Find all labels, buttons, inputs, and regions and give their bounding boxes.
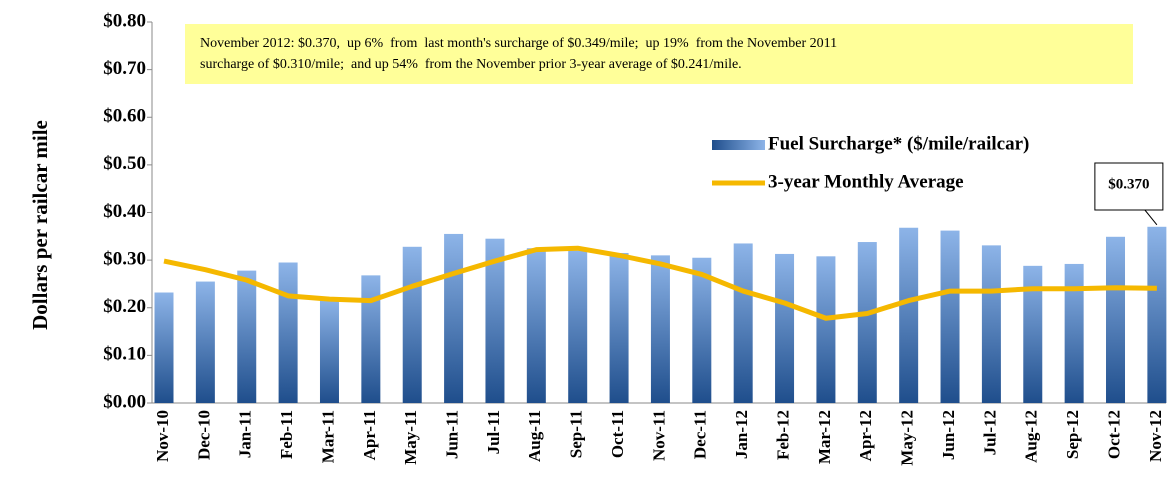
x-tick-label: Jul-12 bbox=[980, 410, 999, 455]
y-tick-label: $0.50 bbox=[103, 153, 146, 174]
callout-box bbox=[1094, 162, 1164, 211]
data-label: $0.370 bbox=[1108, 176, 1149, 192]
x-tick-label: Aug-11 bbox=[525, 410, 544, 462]
line bbox=[163, 245, 1157, 321]
x-tick-label: Feb-11 bbox=[277, 410, 296, 459]
bar bbox=[1023, 265, 1043, 403]
bar bbox=[237, 270, 257, 403]
bar bbox=[1106, 236, 1126, 403]
bar bbox=[981, 245, 1001, 403]
bar bbox=[526, 248, 546, 403]
x-tick-label: May-12 bbox=[898, 410, 917, 466]
x-tick-label: Jun-11 bbox=[442, 410, 461, 459]
x-tick-label: Apr-11 bbox=[360, 410, 379, 460]
bar bbox=[444, 233, 464, 403]
x-tick-label: Mar-12 bbox=[815, 410, 834, 464]
bar bbox=[154, 292, 174, 403]
bar bbox=[278, 262, 298, 403]
x-tick-label: Jul-11 bbox=[484, 410, 503, 454]
bar bbox=[692, 257, 712, 403]
y-tick-label: $0.10 bbox=[103, 344, 146, 365]
x-tick-label: Dec-10 bbox=[194, 410, 213, 460]
bar bbox=[319, 299, 339, 403]
x-tick-label: Jun-12 bbox=[939, 410, 958, 460]
bar bbox=[899, 227, 919, 403]
bar bbox=[733, 243, 753, 403]
annotation: November 2012: $0.370, up 6% from last m… bbox=[200, 36, 837, 51]
callout-pointer bbox=[1144, 209, 1158, 226]
bar bbox=[650, 255, 670, 403]
x-tick-label: May-11 bbox=[401, 410, 420, 465]
x-tick-label: Nov-11 bbox=[649, 410, 668, 461]
x-tick-label: Sep-11 bbox=[567, 410, 586, 458]
x-tick-label: Feb-12 bbox=[773, 410, 792, 460]
bar bbox=[361, 275, 381, 403]
x-tick-label: Apr-12 bbox=[856, 410, 875, 461]
bar bbox=[940, 230, 960, 403]
x-tick-label: Oct-11 bbox=[608, 410, 627, 458]
y-tick-label: $0.30 bbox=[103, 248, 146, 269]
legend-label: Fuel Surcharge* ($/mile/railcar) bbox=[768, 133, 1029, 154]
legend-label: 3-year Monthly Average bbox=[768, 171, 964, 192]
x-tick-label: Mar-11 bbox=[318, 410, 337, 463]
bar bbox=[1064, 263, 1084, 403]
x-tick-label: Nov-10 bbox=[153, 410, 172, 462]
bar bbox=[1147, 226, 1167, 403]
x-tick-label: Sep-12 bbox=[1063, 410, 1082, 459]
bar bbox=[402, 246, 422, 403]
y-tick-label: $0.00 bbox=[103, 391, 146, 412]
bar bbox=[485, 238, 505, 403]
y-tick-label: $0.70 bbox=[103, 58, 146, 79]
y-tick-label: $0.80 bbox=[103, 10, 146, 31]
y-axis-title: Dollars per railcar mile bbox=[28, 120, 52, 330]
bar bbox=[195, 281, 215, 403]
x-tick-label: Jan-12 bbox=[732, 410, 751, 459]
annotation: surcharge of $0.310/mile; and up 54% fro… bbox=[200, 57, 742, 72]
y-tick-label: $0.20 bbox=[103, 296, 146, 317]
x-tick-label: Dec-11 bbox=[691, 410, 710, 459]
bar bbox=[816, 256, 836, 403]
x-tick-label: Aug-12 bbox=[1022, 410, 1041, 463]
y-tick-label: $0.60 bbox=[103, 106, 146, 127]
x-tick-label: Jan-11 bbox=[236, 410, 255, 458]
annotation-box bbox=[185, 24, 1133, 84]
bar bbox=[568, 250, 588, 403]
bar bbox=[857, 242, 877, 403]
x-tick-label: Nov-12 bbox=[1146, 410, 1165, 462]
x-tick-label: Oct-12 bbox=[1104, 410, 1123, 459]
y-tick-label: $0.40 bbox=[103, 201, 146, 222]
bar bbox=[609, 252, 629, 403]
bar bbox=[775, 253, 795, 403]
legend-swatch bbox=[712, 140, 765, 150]
